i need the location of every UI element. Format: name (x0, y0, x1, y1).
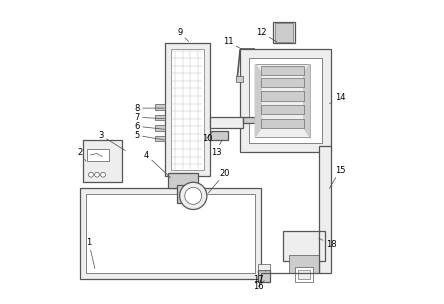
Bar (155, 136, 165, 141)
Bar (177, 185, 189, 203)
Bar (155, 104, 165, 110)
Bar (258, 270, 270, 282)
Bar (262, 92, 304, 101)
Bar (262, 119, 304, 128)
Text: 20: 20 (208, 169, 230, 193)
Text: 12: 12 (256, 28, 277, 42)
Bar (255, 64, 310, 137)
Polygon shape (255, 64, 262, 137)
Bar (86, 194, 255, 273)
Bar (155, 125, 165, 131)
Circle shape (101, 172, 106, 177)
Text: 1: 1 (86, 238, 95, 268)
Text: 11: 11 (223, 37, 242, 49)
Bar (274, 22, 295, 43)
Bar (262, 66, 304, 75)
Bar (87, 149, 108, 161)
Bar (262, 105, 304, 114)
Bar (83, 140, 122, 182)
Bar (170, 49, 204, 170)
Text: 18: 18 (319, 238, 336, 249)
Bar (255, 117, 262, 120)
Text: 9: 9 (177, 28, 189, 42)
Bar (240, 49, 331, 152)
Text: 14: 14 (329, 93, 345, 104)
Circle shape (180, 182, 207, 209)
Text: 16: 16 (253, 281, 264, 291)
Text: 17: 17 (253, 271, 266, 284)
Text: 5: 5 (135, 131, 165, 140)
Bar (297, 270, 310, 279)
Bar (243, 117, 255, 123)
Text: 3: 3 (98, 131, 125, 150)
Polygon shape (304, 64, 310, 137)
Bar (282, 231, 325, 261)
Circle shape (88, 172, 93, 177)
Bar (262, 78, 304, 87)
Bar (289, 255, 319, 273)
Text: 7: 7 (135, 113, 165, 122)
Text: 13: 13 (210, 140, 222, 157)
Bar (236, 76, 243, 82)
Bar (80, 188, 262, 279)
Text: 4: 4 (144, 150, 170, 178)
Bar (258, 264, 270, 270)
Bar (210, 131, 228, 140)
Bar (155, 115, 165, 120)
Text: 6: 6 (135, 122, 165, 131)
Bar (275, 23, 293, 42)
Bar (249, 58, 322, 143)
Circle shape (185, 187, 202, 204)
Bar (295, 267, 313, 282)
Bar (319, 146, 331, 273)
Circle shape (95, 172, 99, 177)
Text: 2: 2 (77, 147, 86, 161)
Bar (165, 43, 210, 176)
Text: 15: 15 (329, 166, 345, 188)
Text: 8: 8 (135, 104, 165, 112)
Bar (167, 173, 198, 188)
Bar (210, 117, 243, 128)
Text: 10: 10 (202, 131, 213, 143)
